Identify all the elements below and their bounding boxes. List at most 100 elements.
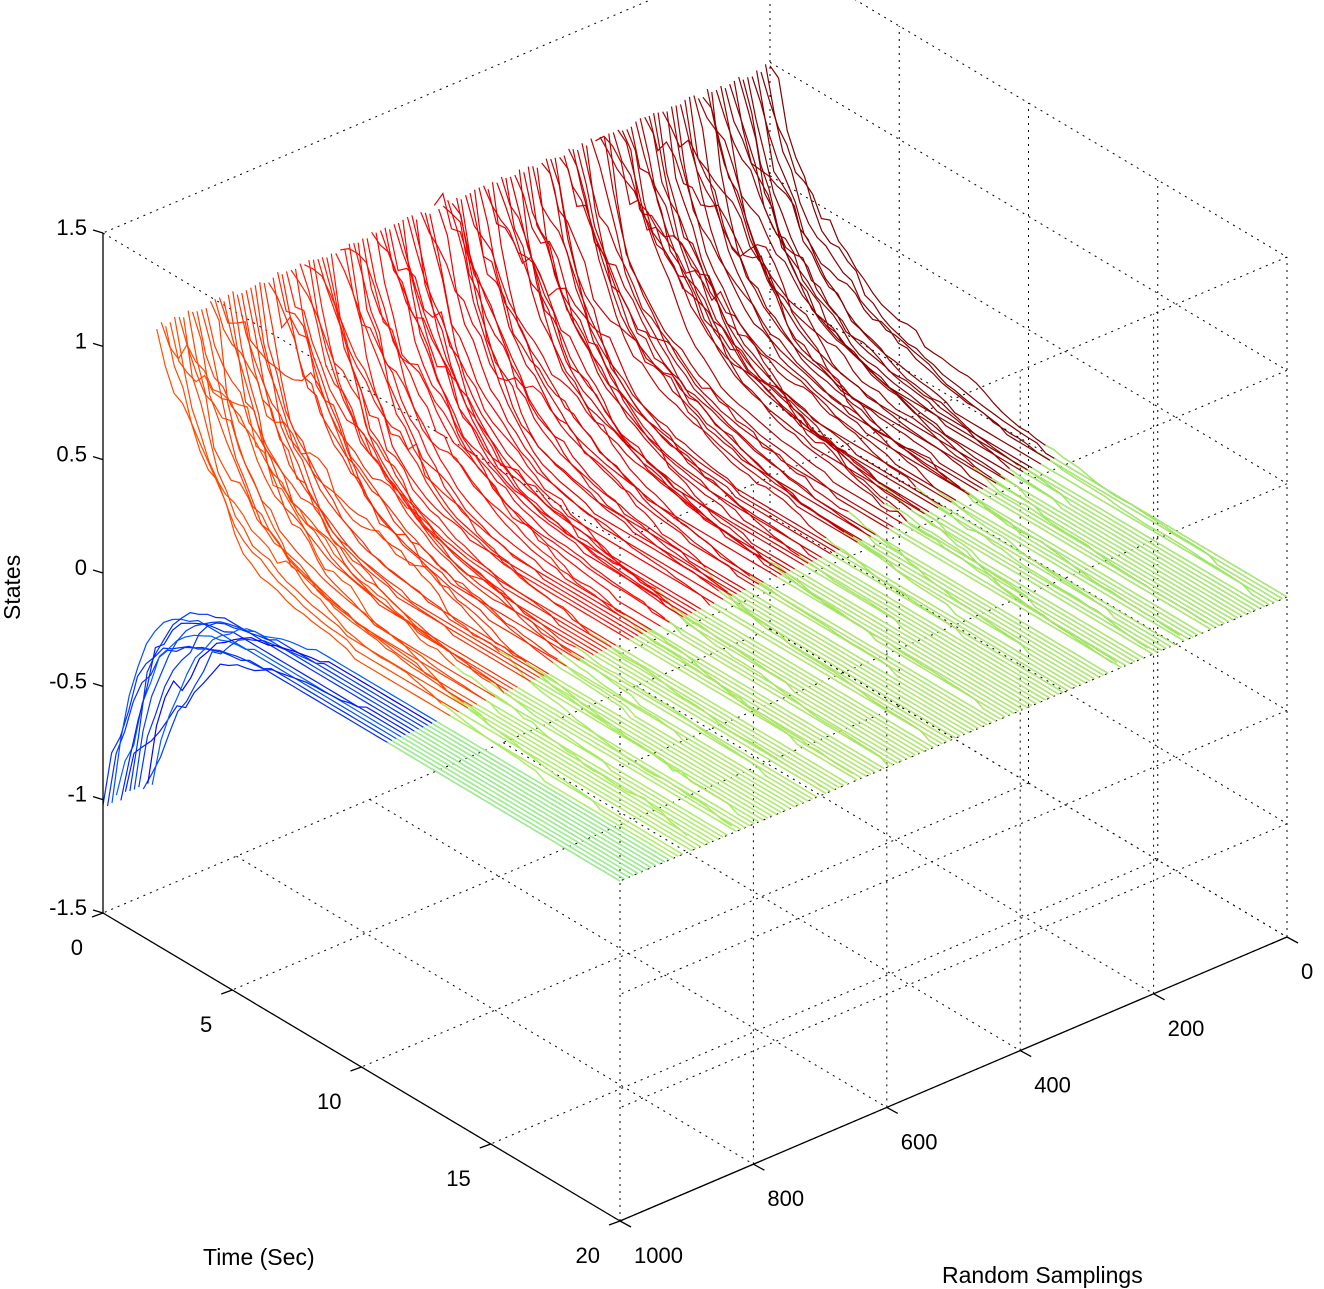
state-trace-settled xyxy=(906,520,1140,661)
state-trace-settled xyxy=(812,560,1046,701)
state-trace-settled xyxy=(874,534,1109,674)
state-trace-settled xyxy=(695,610,930,751)
state-trace-settled xyxy=(1000,474,1234,621)
states-axis-label: States xyxy=(0,555,25,620)
state-trace-settled xyxy=(892,526,1127,667)
state-trace-settled xyxy=(561,653,795,808)
state-trace-settled xyxy=(780,574,1015,714)
state-trace-settled xyxy=(1009,468,1243,617)
grid-line xyxy=(236,855,754,1165)
state-trace-settled xyxy=(803,564,1037,705)
state-trace-settled xyxy=(1027,469,1261,609)
state-trace-settled xyxy=(740,591,974,731)
state-trace-settled xyxy=(409,732,643,873)
state-trace-settled xyxy=(539,677,773,817)
state-trace-settled xyxy=(982,488,1216,629)
grid-line xyxy=(619,596,1288,882)
state-trace-settled xyxy=(476,703,710,844)
state-trace-settled xyxy=(615,644,849,785)
states-tick-mark xyxy=(92,682,104,687)
time-tick-mark xyxy=(479,1143,491,1149)
state-trace-settled xyxy=(400,736,634,876)
time-tick-mark xyxy=(221,989,233,995)
state-trace-settled xyxy=(387,741,621,882)
state-trace-settled xyxy=(1036,451,1270,606)
state-trace-settled xyxy=(422,726,657,867)
state-trace-settled xyxy=(445,688,679,857)
state-trace-settled xyxy=(507,690,742,831)
state-trace-settled xyxy=(570,652,804,804)
state-trace-settled xyxy=(857,541,1091,682)
state-trace-settled xyxy=(807,562,1042,703)
state-trace-settled xyxy=(798,555,1033,707)
state-trace-settled xyxy=(592,654,827,794)
state-trace xyxy=(563,155,1082,686)
grid-line xyxy=(232,705,900,991)
state-trace-settled xyxy=(1013,475,1248,615)
state-trace-settled xyxy=(955,499,1189,640)
state-trace-settled xyxy=(789,570,1024,711)
state-trace-settled xyxy=(566,665,800,806)
states-tick-label: 1.5 xyxy=(56,215,87,240)
grid-line xyxy=(490,859,1158,1145)
state-trace-settled xyxy=(669,621,903,762)
state-trace xyxy=(603,137,1122,669)
state-trace-settled xyxy=(937,507,1171,648)
samplings-tick-label: 0 xyxy=(1301,959,1313,984)
state-trace xyxy=(644,116,1163,651)
time-tick-label: 10 xyxy=(317,1089,341,1114)
state-trace-settled xyxy=(713,602,948,743)
grid-line xyxy=(361,782,1029,1068)
state-trace-settled xyxy=(830,553,1064,693)
state-trace-settled xyxy=(834,551,1069,691)
state-trace-settled xyxy=(977,490,1212,630)
states-tick-label: 1 xyxy=(75,328,87,353)
state-trace xyxy=(738,76,1257,611)
state-trace-settled xyxy=(785,572,1019,712)
state-trace-settled xyxy=(543,675,778,815)
samplings-tick-mark xyxy=(1286,936,1299,944)
samplings-tick-mark xyxy=(753,1163,765,1171)
state-trace-settled xyxy=(391,739,625,880)
time-tick-label: 20 xyxy=(576,1243,600,1268)
grid-line xyxy=(636,685,1154,995)
state-trace-settled xyxy=(686,614,921,754)
state-trace-settled xyxy=(485,699,719,840)
grid-line xyxy=(502,742,1021,1052)
state-trace-settled xyxy=(754,585,988,726)
time-tick-label: 15 xyxy=(446,1166,470,1191)
state-trace-settled xyxy=(619,615,854,774)
state-trace xyxy=(720,85,1239,619)
axes xyxy=(91,229,1299,1228)
state-trace-settled xyxy=(910,509,1145,659)
state-trace-settled xyxy=(413,730,648,871)
states-tick-label: 0.5 xyxy=(56,442,87,467)
samplings-tick-label: 600 xyxy=(901,1129,938,1154)
state-trace-settled xyxy=(951,501,1185,642)
state-trace-settled xyxy=(436,720,670,861)
state-trace-settled xyxy=(467,707,701,848)
state-traces xyxy=(102,64,1288,882)
state-trace xyxy=(568,148,1086,684)
state-trace-settled xyxy=(525,661,760,823)
state-trace-settled xyxy=(597,652,831,792)
state-trace-settled xyxy=(942,505,1176,646)
states-tick-mark xyxy=(92,456,104,461)
state-trace-settled xyxy=(449,715,684,855)
state-trace xyxy=(666,111,1185,642)
state-trace-settled xyxy=(664,618,898,764)
state-trace-settled xyxy=(771,564,1006,718)
state-trace-settled xyxy=(481,697,715,842)
state-trace-settled xyxy=(919,509,1154,655)
state-trace xyxy=(317,258,836,791)
time-tick-mark xyxy=(91,912,104,918)
samplings-tick-mark xyxy=(886,1106,899,1114)
state-trace xyxy=(268,282,786,812)
state-trace-settled xyxy=(458,711,692,852)
state-trace-settled xyxy=(959,487,1194,638)
state-trace-settled xyxy=(722,598,957,739)
states-tick-label: -1.5 xyxy=(49,895,87,920)
time-axis-label: Time (Sec) xyxy=(203,1244,315,1270)
state-trace xyxy=(500,176,1019,712)
state-trace-settled xyxy=(418,728,652,869)
